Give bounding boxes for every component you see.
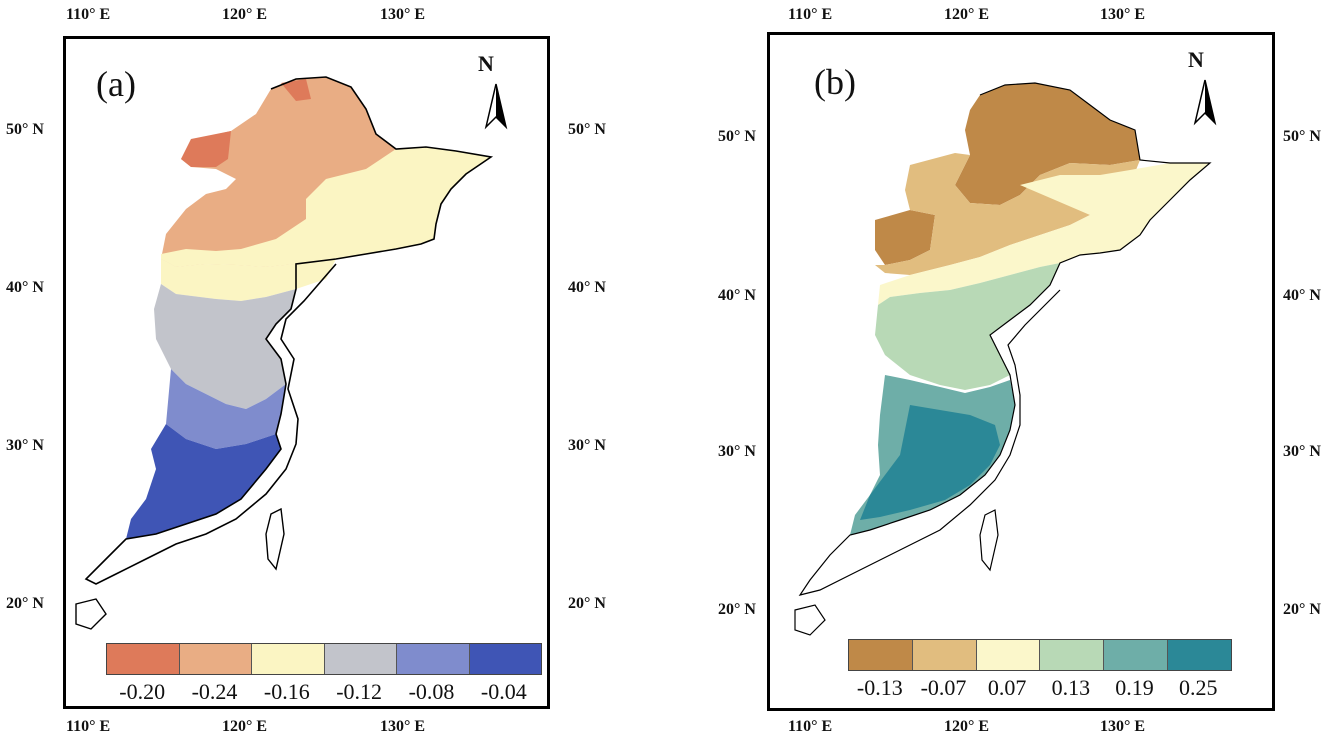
lat-tick-20-right-a: 20° N: [568, 595, 606, 612]
legend-b-label-2: 0.07: [987, 675, 1027, 700]
legend-a-label-5: -0.04: [480, 679, 527, 704]
legend-a-label-0: -0.20: [119, 679, 166, 704]
map-frame-b: (b) N: [767, 32, 1275, 711]
lon-tick-130-top-b: 130° E: [1100, 6, 1146, 23]
legend-a-swatch-2: [252, 644, 325, 674]
region-yellow-band: [161, 147, 491, 267]
legend-b-swatch-2: [976, 640, 1041, 670]
lat-tick-30-left-a: 30° N: [6, 437, 44, 454]
region-lightgreen: [875, 263, 1060, 390]
lon-tick-120-bottom-b: 120° E: [944, 718, 990, 735]
lat-tick-40-right-b: 40° N: [1283, 287, 1321, 304]
region-map-b: [794, 79, 1217, 636]
legend-a-swatch-0: [107, 644, 180, 674]
map-frame-a: (a) N: [63, 36, 550, 709]
lon-tick-120-bottom-a: 120° E: [222, 718, 268, 735]
region-darkblue: [126, 424, 281, 539]
legend-b-swatch-0: [849, 640, 913, 670]
region-yellow-south-strip: [161, 259, 336, 301]
lat-tick-50-right-b: 50° N: [1283, 128, 1321, 145]
lat-tick-40-right-a: 40° N: [568, 279, 606, 296]
north-arrow-a: [484, 83, 508, 130]
legend-b-label-5: 0.25: [1178, 675, 1218, 700]
lat-tick-50-left-b: 50° N: [718, 128, 756, 145]
legend-a-label-1: -0.24: [191, 679, 238, 704]
region-map-a: [75, 76, 508, 630]
legend-a-label-4: -0.08: [408, 679, 455, 704]
legend-a-swatch-4: [397, 644, 470, 674]
legend-a-labels: -0.20 -0.24 -0.16 -0.12 -0.08 -0.04: [106, 679, 540, 705]
lon-tick-130-bottom-b: 130° E: [1100, 718, 1146, 735]
legend-a-label-2: -0.16: [263, 679, 310, 704]
legend-a-swatch-5: [469, 644, 541, 674]
legend-b-labels: -0.13 -0.07 0.07 0.13 0.19 0.25: [848, 675, 1230, 701]
lon-tick-110-top-b: 110° E: [788, 6, 833, 23]
north-arrow-label-b: N: [1188, 47, 1204, 72]
lon-tick-110-bottom-b: 110° E: [788, 718, 833, 735]
island-hainan-a: [75, 598, 107, 630]
lat-tick-20-left-a: 20° N: [6, 595, 44, 612]
lon-tick-130-bottom-a: 130° E: [380, 718, 426, 735]
island-taiwan-a: [265, 507, 285, 571]
lat-tick-40-left-a: 40° N: [6, 279, 44, 296]
legend-a-swatch-1: [179, 644, 252, 674]
lat-tick-50-left-a: 50° N: [6, 121, 44, 138]
region-lightblue: [166, 369, 286, 449]
legend-b-swatch-3: [1040, 640, 1105, 670]
lon-tick-110-top-a: 110° E: [66, 6, 111, 23]
lon-tick-130-top-a: 130° E: [380, 6, 426, 23]
legend-a: [106, 643, 542, 675]
coastline-outline-a: [84, 76, 494, 585]
legend-b-label-1: -0.07: [920, 675, 967, 700]
lat-tick-20-right-b: 20° N: [1283, 601, 1321, 618]
region-red-patch-west: [181, 131, 231, 167]
lat-tick-20-left-b: 20° N: [718, 601, 756, 618]
region-red-patch-north: [281, 79, 311, 101]
region-brown-north: [955, 83, 1140, 205]
north-arrow-label-a: N: [478, 51, 494, 76]
legend-a-swatch-3: [324, 644, 397, 674]
lat-tick-30-left-b: 30° N: [718, 443, 756, 460]
region-lightyellow: [878, 163, 1210, 305]
region-brown-west: [875, 210, 935, 265]
north-arrow-b: [1193, 79, 1217, 126]
lat-tick-40-left-b: 40° N: [718, 287, 756, 304]
legend-b-swatch-1: [912, 640, 977, 670]
panel-label-b: (b): [814, 62, 856, 102]
legend-b-label-0: -0.13: [856, 675, 903, 700]
island-hainan-b: [794, 604, 826, 636]
lat-tick-30-right-a: 30° N: [568, 437, 606, 454]
island-taiwan-b: [979, 509, 999, 572]
legend-b-swatch-4: [1104, 640, 1169, 670]
legend-b-label-3: 0.13: [1051, 675, 1091, 700]
legend-b-swatch-5: [1168, 640, 1231, 670]
lon-tick-120-top-b: 120° E: [944, 6, 990, 23]
legend-b: [848, 639, 1232, 671]
lon-tick-110-bottom-a: 110° E: [66, 718, 111, 735]
legend-b-label-4: 0.19: [1115, 675, 1154, 700]
legend-a-label-3: -0.12: [336, 679, 383, 704]
lat-tick-50-right-a: 50° N: [568, 121, 606, 138]
lon-tick-120-top-a: 120° E: [222, 6, 268, 23]
panel-label-a: (a): [96, 64, 136, 104]
coastline-outline-b: [798, 82, 1212, 596]
region-grey: [154, 284, 296, 409]
lat-tick-30-right-b: 30° N: [1283, 443, 1321, 460]
region-darkteal: [860, 405, 1000, 520]
